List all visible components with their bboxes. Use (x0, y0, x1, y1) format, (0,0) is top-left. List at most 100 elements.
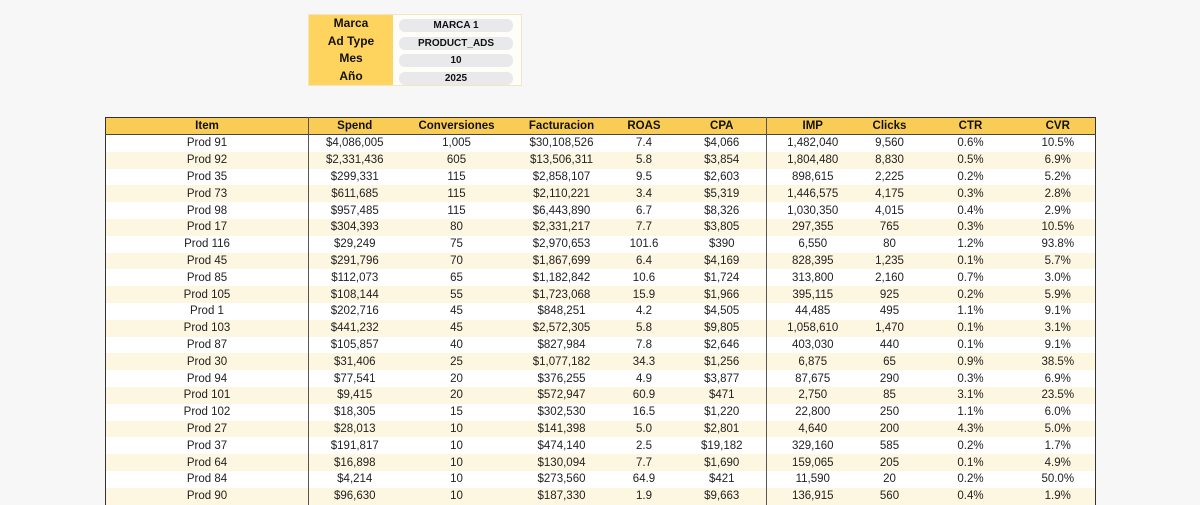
column-header-cpa[interactable]: CPA (677, 117, 767, 135)
cell-roas: 101.6 (610, 235, 678, 253)
cell-clicks: 2,160 (858, 269, 921, 287)
table-row[interactable]: Prod 91 $4,086,005 1,005 $30,108,526 7.4 $4,0… (105, 134, 1096, 152)
cell-spend: $96,630 (308, 487, 401, 505)
cell-conversiones: 20 (400, 370, 513, 387)
cell-facturacion: $2,110,221 (512, 185, 611, 203)
filter-value-a-o[interactable]: 2025 (399, 71, 513, 85)
cell-roas: 7.4 (610, 134, 678, 152)
cell-ctr: 3.1% (920, 386, 1021, 404)
cell-ctr: 0.6% (920, 134, 1021, 152)
column-header-ctr[interactable]: CTR (920, 117, 1021, 135)
cell-cpa: $1,256 (677, 353, 767, 371)
cell-ctr: 1.1% (920, 302, 1021, 320)
cell-spend: $191,817 (308, 437, 401, 455)
cell-spend: $105,857 (308, 336, 401, 354)
column-header-imp[interactable]: IMP (766, 117, 859, 135)
table-row[interactable]: Prod 64 $16,898 10 $130,094 7.7 $1,690 159,065… (105, 454, 1096, 471)
column-header-roas[interactable]: ROAS (610, 117, 678, 135)
cell-cpa: $3,805 (677, 218, 767, 236)
cell-cvr: 6.9% (1020, 370, 1096, 387)
table-row[interactable]: Prod 103 $441,232 45 $2,572,305 5.8 $9,805 1,0… (105, 319, 1096, 337)
cell-roas: 15.9 (610, 286, 678, 303)
column-header-facturacion[interactable]: Facturacion (512, 117, 611, 135)
table-row[interactable]: Prod 84 $4,214 10 $273,560 64.9 $421 11,590 20 0… (105, 470, 1096, 488)
cell-clicks: 1,470 (858, 319, 921, 337)
cell-cpa: $5,319 (677, 185, 767, 203)
filter-value-marca[interactable]: MARCA 1 (399, 19, 513, 32)
table-row[interactable]: Prod 37 $191,817 10 $474,140 2.5 $19,182 329,1… (105, 437, 1096, 455)
cell-item: Prod 105 (105, 286, 309, 303)
table-header-row: Item Spend Conversiones Facturacion ROAS CPA I… (105, 117, 1096, 135)
table-row[interactable]: Prod 98 $957,485 115 $6,443,890 6.7 $8,326 1,0… (105, 202, 1096, 219)
table-row[interactable]: Prod 102 $18,305 15 $302,530 16.5 $1,220 22,80… (105, 403, 1096, 421)
filter-value-ad-type[interactable]: PRODUCT_ADS (399, 36, 513, 50)
table-row[interactable]: Prod 1 $202,716 45 $848,251 4.2 $4,505 44,485 4… (105, 302, 1096, 320)
table-row[interactable]: Prod 17 $304,393 80 $2,331,217 7.7 $3,805 297,… (105, 218, 1096, 236)
cell-spend: $299,331 (308, 168, 401, 186)
filter-values: MARCA 1 PRODUCT_ADS 10 2025 (393, 15, 521, 85)
column-header-item[interactable]: Item (105, 117, 309, 135)
cell-imp: 6,875 (766, 353, 859, 371)
column-header-conversiones[interactable]: Conversiones (400, 117, 513, 135)
cell-ctr: 0.9% (920, 353, 1021, 371)
cell-ctr: 0.1% (920, 454, 1021, 471)
table-row[interactable]: Prod 73 $611,685 115 $2,110,221 3.4 $5,319 1,4… (105, 185, 1096, 203)
cell-cvr: 10.5% (1020, 134, 1096, 152)
cell-facturacion: $1,867,699 (512, 252, 611, 270)
cell-clicks: 9,560 (858, 134, 921, 152)
cell-conversiones: 25 (400, 353, 513, 371)
cell-item: Prod 27 (105, 420, 309, 438)
table-row[interactable]: Prod 35 $299,331 115 $2,858,107 9.5 $2,603 898… (105, 168, 1096, 186)
cell-cvr: 5.0% (1020, 420, 1096, 438)
cell-cvr: 10.5% (1020, 218, 1096, 236)
table-row[interactable]: Prod 94 $77,541 20 $376,255 4.9 $3,877 87,675 2… (105, 370, 1096, 387)
table-row[interactable]: Prod 45 $291,796 70 $1,867,699 6.4 $4,169 828,… (105, 252, 1096, 270)
cell-cpa: $9,663 (677, 487, 767, 505)
cell-conversiones: 65 (400, 269, 513, 287)
cell-imp: 898,615 (766, 168, 859, 186)
table-row[interactable]: Prod 87 $105,857 40 $827,984 7.8 $2,646 403,03… (105, 336, 1096, 354)
cell-clicks: 560 (858, 487, 921, 505)
cell-conversiones: 75 (400, 235, 513, 253)
cell-facturacion: $572,947 (512, 386, 611, 404)
cell-facturacion: $848,251 (512, 302, 611, 320)
cell-ctr: 0.3% (920, 218, 1021, 236)
cell-roas: 5.8 (610, 151, 678, 169)
filter-panel: Marca Ad Type Mes Año MARCA 1 PRODUCT_ADS 10 2… (308, 14, 522, 86)
column-header-cvr[interactable]: CVR (1020, 117, 1096, 135)
cell-spend: $2,331,436 (308, 151, 401, 169)
table-row[interactable]: Prod 85 $112,073 65 $1,182,842 10.6 $1,724 313… (105, 269, 1096, 287)
table-row[interactable]: Prod 30 $31,406 25 $1,077,182 34.3 $1,256 6,87… (105, 353, 1096, 371)
cell-imp: 313,800 (766, 269, 859, 287)
cell-ctr: 4.3% (920, 420, 1021, 438)
cell-imp: 4,640 (766, 420, 859, 438)
cell-cvr: 23.5% (1020, 386, 1096, 404)
cell-clicks: 4,175 (858, 185, 921, 203)
cell-roas: 60.9 (610, 386, 678, 404)
cell-ctr: 0.1% (920, 319, 1021, 337)
cell-imp: 403,030 (766, 336, 859, 354)
table-row[interactable]: Prod 101 $9,415 20 $572,947 60.9 $471 2,750 85 3… (105, 386, 1096, 404)
table-row[interactable]: Prod 92 $2,331,436 605 $13,506,311 5.8 $3,854… (105, 151, 1096, 169)
cell-clicks: 585 (858, 437, 921, 455)
cell-ctr: 1.2% (920, 235, 1021, 253)
cell-clicks: 85 (858, 386, 921, 404)
table-row[interactable]: Prod 90 $96,630 10 $187,330 1.9 $9,663 136,915… (105, 487, 1096, 505)
cell-conversiones: 115 (400, 202, 513, 219)
cell-item: Prod 85 (105, 269, 309, 287)
table-row[interactable]: Prod 27 $28,013 10 $141,398 5.0 $2,801 4,640 20… (105, 420, 1096, 438)
table-row[interactable]: Prod 116 $29,249 75 $2,970,653 101.6 $390 6,55… (105, 235, 1096, 253)
cell-conversiones: 70 (400, 252, 513, 270)
filter-labels: Marca Ad Type Mes Año (309, 15, 393, 85)
filter-value-mes[interactable]: 10 (399, 54, 513, 67)
cell-clicks: 205 (858, 454, 921, 471)
cell-clicks: 200 (858, 420, 921, 438)
cell-spend: $29,249 (308, 235, 401, 253)
cell-item: Prod 1 (105, 302, 309, 320)
column-header-spend[interactable]: Spend (308, 117, 401, 135)
cell-ctr: 0.2% (920, 470, 1021, 488)
table-row[interactable]: Prod 105 $108,144 55 $1,723,068 15.9 $1,966 39… (105, 286, 1096, 303)
cell-item: Prod 87 (105, 336, 309, 354)
cell-conversiones: 45 (400, 319, 513, 337)
column-header-clicks[interactable]: Clicks (858, 117, 921, 135)
